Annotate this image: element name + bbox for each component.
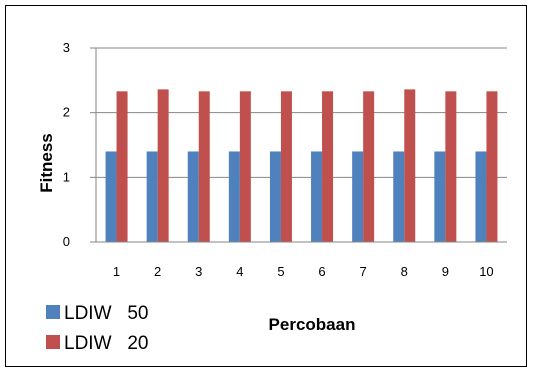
x-tick-label: 2 xyxy=(154,264,161,279)
x-tick-label: 7 xyxy=(360,264,367,279)
x-tick-label: 9 xyxy=(442,264,449,279)
y-axis-title: Fitness xyxy=(37,133,56,193)
bar-series-2 xyxy=(322,91,334,243)
bar-series-2 xyxy=(239,91,251,243)
bar-series-1 xyxy=(475,151,487,242)
bar-series-1 xyxy=(434,151,446,242)
bars xyxy=(105,89,498,243)
y-tick-label: 3 xyxy=(63,40,70,55)
bar-series-2 xyxy=(445,91,457,243)
bar-series-2 xyxy=(363,91,375,243)
bar-series-2 xyxy=(116,91,128,243)
legend-label: LDIW 50 xyxy=(64,303,148,324)
y-tick-label: 2 xyxy=(63,105,70,120)
x-tick-labels: 1 2 3 4 5 6 7 8 9 10 xyxy=(113,264,494,279)
y-tick-label: 1 xyxy=(63,169,70,184)
x-tick-label: 1 xyxy=(113,264,120,279)
x-tick-label: 3 xyxy=(195,264,202,279)
bar-series-1 xyxy=(146,151,158,242)
legend-label: LDIW 20 xyxy=(64,333,148,354)
bar-series-1 xyxy=(187,151,199,242)
bar-series-1 xyxy=(393,151,405,242)
bar-series-2 xyxy=(404,89,416,243)
bar-series-2 xyxy=(157,89,169,243)
legend-swatch xyxy=(46,305,60,319)
bar-series-1 xyxy=(105,151,117,242)
y-tick-labels: 0 1 2 3 xyxy=(63,40,70,249)
bar-series-1 xyxy=(228,151,240,242)
axes xyxy=(95,48,507,243)
bar-series-2 xyxy=(486,91,498,243)
x-tick-label: 5 xyxy=(277,264,284,279)
x-tick-label: 10 xyxy=(479,264,493,279)
y-tick-label: 0 xyxy=(63,234,70,249)
bar-series-2 xyxy=(198,91,210,243)
bar-series-2 xyxy=(280,91,292,243)
legend: LDIW 50 LDIW 20 xyxy=(46,303,148,354)
x-tick-label: 6 xyxy=(318,264,325,279)
bar-series-1 xyxy=(269,151,281,242)
x-axis-title: Percobaan xyxy=(269,315,356,334)
legend-swatch xyxy=(46,335,60,349)
x-tick-label: 8 xyxy=(401,264,408,279)
bar-series-1 xyxy=(311,151,323,242)
bar-series-1 xyxy=(352,151,364,242)
x-tick-label: 4 xyxy=(236,264,243,279)
